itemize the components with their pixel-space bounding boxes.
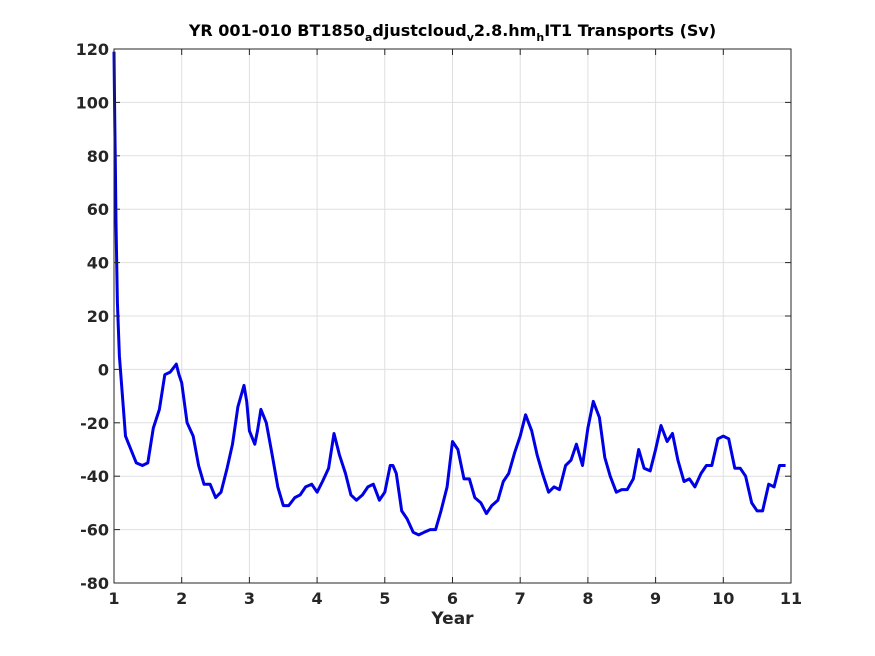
x-tick-label: 8 [582, 589, 593, 608]
x-tick-label: 2 [176, 589, 187, 608]
series-line [112, 51, 786, 537]
chart-title: YR 001-010 BT1850adjustcloudv2.8.hmhIT1 … [188, 21, 716, 44]
tick-marks [113, 48, 792, 584]
x-tick-label: 3 [244, 589, 255, 608]
x-axis-label: Year [430, 609, 474, 629]
y-tick-label: -60 [80, 521, 109, 540]
y-tick-label: 40 [87, 254, 109, 273]
title-segment: djustcloud [372, 21, 466, 40]
y-tick-label: 100 [76, 93, 109, 112]
y-tick-label: 80 [87, 147, 109, 166]
x-tick-label: 10 [712, 589, 734, 608]
y-tick-label: -20 [80, 414, 109, 433]
x-tick-label: 7 [515, 589, 526, 608]
x-tick-label: 9 [650, 589, 661, 608]
x-tick-label: 6 [447, 589, 458, 608]
y-tick-label: 60 [87, 200, 109, 219]
y-tick-labels: -80 -60 -40 -20 0 20 40 60 80 100 120 [76, 40, 109, 593]
x-tick-label: 11 [780, 589, 802, 608]
title-segment: YR 001-010 BT1850 [188, 21, 365, 40]
y-tick-label: 120 [76, 40, 109, 59]
title-segment: 2.8.hm [474, 21, 536, 40]
title-segment: IT1 Transports (Sv) [544, 21, 716, 40]
x-tick-label: 1 [108, 589, 119, 608]
title-subscript: h [536, 31, 544, 44]
y-tick-label: -80 [80, 574, 109, 593]
y-tick-label: 20 [87, 307, 109, 326]
title-subscript: a [365, 31, 372, 44]
y-tick-label: 0 [98, 360, 109, 379]
x-tick-label: 5 [379, 589, 390, 608]
y-tick-label: -40 [80, 467, 109, 486]
x-tick-label: 4 [312, 589, 323, 608]
x-tick-labels: 1 2 3 4 5 6 7 8 9 10 11 [108, 589, 802, 608]
title-subscript: v [467, 31, 475, 44]
